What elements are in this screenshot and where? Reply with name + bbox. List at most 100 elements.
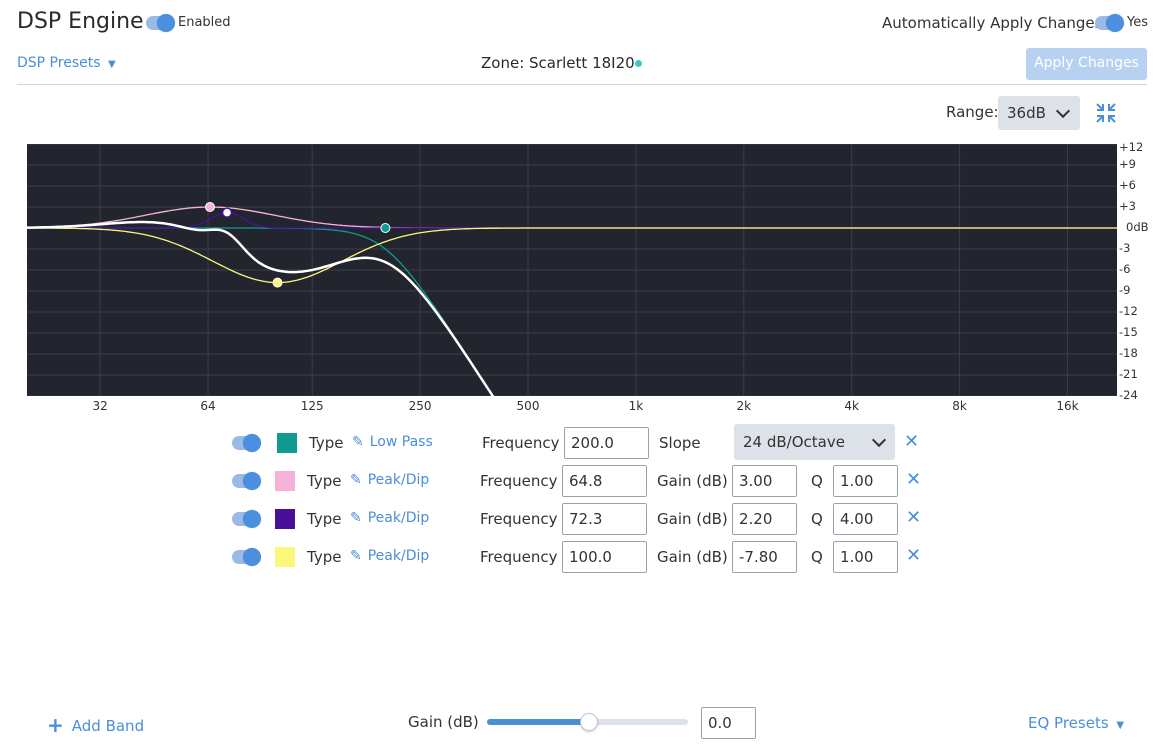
band-frequency-label: Frequency — [480, 510, 558, 528]
pencil-icon: ✎ — [350, 510, 362, 526]
band-enabled-toggle[interactable] — [232, 472, 261, 490]
range-label: Range: — [946, 103, 999, 121]
band-gain-input[interactable]: 3.00 — [732, 465, 797, 497]
band-frequency-input[interactable]: 100.0 — [562, 541, 647, 573]
remove-band-icon[interactable]: ✕ — [906, 469, 922, 490]
engine-enabled-label: Enabled — [178, 15, 231, 30]
band-enabled-toggle[interactable] — [232, 434, 261, 452]
chevron-down-icon — [1055, 103, 1071, 119]
band-color-swatch[interactable] — [275, 509, 295, 529]
band-q-input[interactable]: 4.00 — [833, 503, 898, 535]
dsp-presets-dropdown[interactable]: DSP Presets ▼ — [17, 55, 116, 71]
band-color-swatch[interactable] — [275, 471, 295, 491]
y-tick-label: 0dB — [1126, 220, 1149, 234]
band-q-input[interactable]: 1.00 — [833, 465, 898, 497]
band-q-label: Q — [811, 472, 823, 490]
remove-band-icon[interactable]: ✕ — [906, 507, 922, 528]
y-tick-label: -21 — [1119, 367, 1138, 381]
eq-presets-label: EQ Presets — [1028, 714, 1109, 732]
band-type-link[interactable]: ✎ Peak/Dip — [350, 510, 429, 526]
auto-apply-label: Automatically Apply Changes — [882, 14, 1103, 32]
slider-fill — [487, 719, 588, 725]
y-tick-label: +3 — [1119, 199, 1136, 213]
band-type-link[interactable]: ✎ Low Pass — [352, 434, 433, 450]
band-q-label: Q — [811, 548, 823, 566]
master-gain-input[interactable]: 0.0 — [701, 707, 756, 739]
dsp-presets-label: DSP Presets — [17, 55, 101, 71]
x-tick-label: 2k — [736, 399, 752, 413]
divider — [17, 84, 1147, 85]
range-select[interactable]: 36dB — [998, 96, 1080, 130]
band-type-label: Type — [307, 472, 342, 490]
eq-frequency-response-chart[interactable] — [27, 144, 1117, 396]
band-frequency-label: Frequency — [480, 548, 558, 566]
y-tick-label: -18 — [1119, 346, 1138, 360]
band-type-label: Type — [307, 510, 342, 528]
range-value: 36dB — [1007, 104, 1046, 122]
band-gain-label: Gain (dB) — [657, 548, 728, 566]
apply-changes-button[interactable]: Apply Changes — [1026, 48, 1147, 80]
engine-enabled-toggle[interactable] — [146, 14, 175, 32]
collapse-icon[interactable] — [1094, 101, 1118, 125]
remove-band-icon[interactable]: ✕ — [904, 431, 920, 452]
eq-presets-dropdown[interactable]: EQ Presets ▼ — [1028, 714, 1124, 732]
y-tick-label: +9 — [1119, 157, 1136, 171]
add-band-label: Add Band — [71, 717, 145, 735]
band-slope-select[interactable]: 24 dB/Octave — [734, 424, 895, 460]
x-tick-label: 8k — [952, 399, 967, 413]
band-gain-label: Gain (dB) — [657, 510, 728, 528]
x-tick-label: 32 — [92, 399, 108, 413]
band-type-link[interactable]: ✎ Peak/Dip — [350, 472, 429, 488]
x-tick-label: 125 — [300, 399, 324, 413]
caret-down-icon: ▼ — [1116, 720, 1125, 731]
band-color-swatch[interactable] — [275, 547, 295, 567]
band-gain-label: Gain (dB) — [657, 472, 728, 490]
band-type-value: Peak/Dip — [367, 548, 430, 564]
band-handle[interactable] — [272, 277, 283, 288]
band-type-label: Type — [309, 434, 344, 452]
band-handle[interactable] — [221, 207, 233, 218]
band-handle[interactable] — [380, 223, 391, 233]
band-color-swatch[interactable] — [277, 433, 297, 453]
chevron-down-icon — [871, 432, 887, 448]
x-tick-label: 500 — [516, 399, 540, 413]
y-tick-label: +6 — [1119, 178, 1136, 192]
band-frequency-input[interactable]: 72.3 — [562, 503, 647, 535]
master-gain-slider[interactable] — [487, 713, 688, 731]
band-response-line — [27, 227, 494, 396]
band-gain-input[interactable]: -7.80 — [732, 541, 797, 573]
plus-icon: + — [47, 713, 64, 737]
caret-down-icon: ▼ — [107, 59, 116, 70]
remove-band-icon[interactable]: ✕ — [906, 545, 922, 566]
band-slope-label: Slope — [659, 434, 701, 452]
band-q-label: Q — [811, 510, 823, 528]
band-type-label: Type — [307, 548, 342, 566]
auto-apply-toggle[interactable] — [1095, 14, 1124, 32]
band-enabled-toggle[interactable] — [232, 548, 261, 566]
pencil-icon: ✎ — [352, 434, 364, 450]
x-tick-label: 250 — [408, 399, 432, 413]
band-frequency-input[interactable]: 64.8 — [562, 465, 647, 497]
slider-thumb[interactable] — [579, 713, 598, 731]
band-handle[interactable] — [204, 202, 215, 212]
composite-response-line — [27, 220, 495, 396]
master-gain-label: Gain (dB) — [408, 713, 479, 731]
band-frequency-label: Frequency — [480, 472, 558, 490]
y-tick-label: +12 — [1119, 140, 1144, 154]
auto-apply-value: Yes — [1127, 15, 1148, 30]
band-type-value: Peak/Dip — [367, 472, 430, 488]
add-band-button[interactable]: + Add Band — [47, 712, 145, 737]
band-enabled-toggle[interactable] — [232, 510, 261, 528]
y-tick-label: -24 — [1119, 388, 1138, 402]
pencil-icon: ✎ — [350, 472, 362, 488]
x-tick-label: 16k — [1056, 399, 1079, 413]
band-type-link[interactable]: ✎ Peak/Dip — [350, 548, 429, 564]
band-gain-input[interactable]: 2.20 — [732, 503, 797, 535]
zone-label: Zone: Scarlett 18I20 — [481, 54, 635, 72]
zone-status-dot — [635, 60, 642, 67]
band-frequency-input[interactable]: 200.0 — [564, 427, 649, 459]
band-q-input[interactable]: 1.00 — [833, 541, 898, 573]
band-frequency-label: Frequency — [482, 434, 560, 452]
band-slope-value: 24 dB/Octave — [743, 433, 845, 451]
y-tick-label: -6 — [1119, 262, 1131, 276]
